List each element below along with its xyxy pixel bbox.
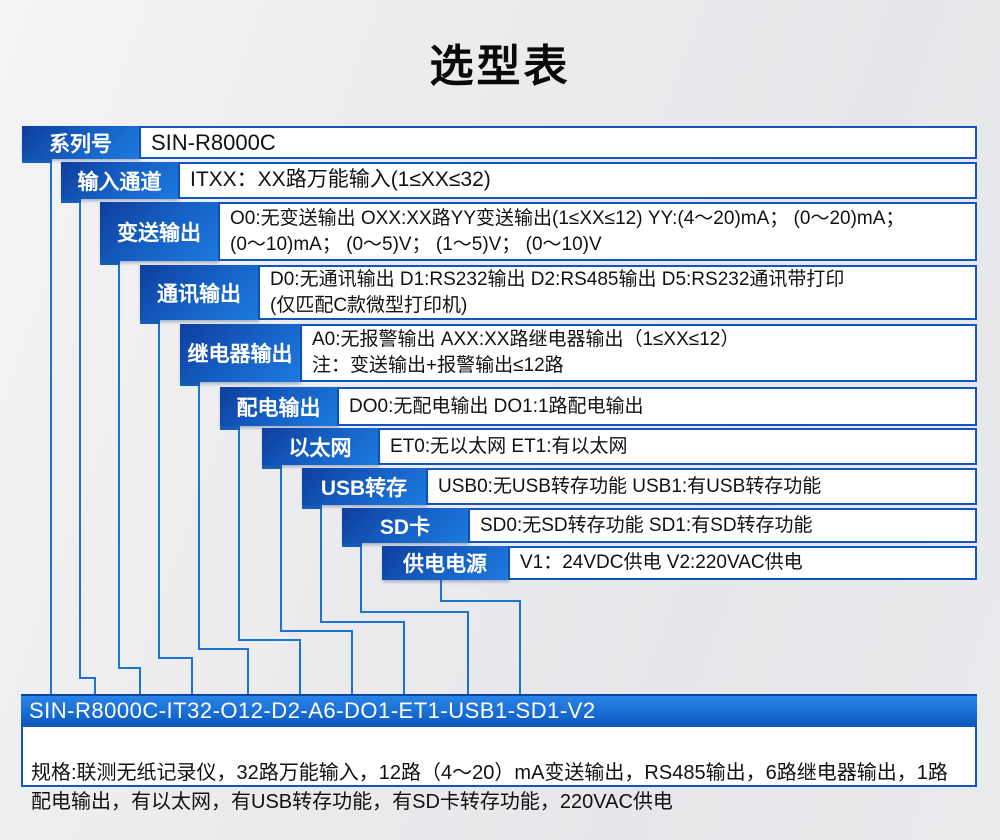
option-label: 变送输出 (100, 202, 218, 261)
option-content: V1：24VDC供电 V2:220VAC供电 (508, 546, 977, 580)
option-content: SIN-R8000C (139, 126, 977, 159)
example-model-bar: SIN-R8000C-IT32-O12-D2-A6-DO1-ET1-USB1-S… (21, 694, 977, 725)
option-label-text: 通讯输出 (157, 282, 241, 306)
option-content-text: D0:无通讯输出 D1:RS232输出 D2:RS485输出 D5:RS232通… (270, 268, 845, 316)
option-label: USB转存 (302, 468, 426, 505)
option-content-text: ITXX：XX路万能输入(1≤XX≤32) (190, 168, 491, 192)
option-label: SD卡 (342, 508, 468, 543)
spec-description-text: 规格:联测无纸记录仪，32路万能输入，12路（4～20）mA变送输出，RS485… (31, 762, 948, 813)
option-content-text: USB0:无USB转存功能 USB1:有USB转存功能 (438, 475, 822, 497)
option-label-text: 系列号 (49, 132, 112, 156)
option-label: 输入通道 (61, 162, 178, 199)
option-label: 供电电源 (382, 546, 508, 580)
option-content: ET0:无以太网 ET1:有以太网 (378, 428, 977, 465)
option-row-comm-output: 通讯输出 D0:无通讯输出 D1:RS232输出 D2:RS485输出 D5:R… (0, 265, 1000, 320)
option-label: 继电器输出 (180, 324, 300, 382)
option-label-text: 以太网 (288, 436, 352, 460)
option-row-relay-output: 继电器输出 A0:无报警输出 AXX:XX路继电器输出（1≤XX≤12） 注：变… (0, 324, 1000, 382)
option-row-series: 系列号 SIN-R8000C (0, 126, 1000, 159)
option-label-text: 继电器输出 (187, 343, 293, 366)
option-row-sd-card: SD卡 SD0:无SD转存功能 SD1:有SD转存功能 (0, 508, 1000, 543)
option-row-transmit-output: 变送输出 O0:无变送输出 OXX:XX路YY变送输出(1≤XX≤12) YY:… (0, 202, 1000, 261)
option-label-text: 输入通道 (77, 170, 162, 194)
option-content: A0:无报警输出 AXX:XX路继电器输出（1≤XX≤12） 注：变送输出+报警… (300, 324, 977, 382)
option-label: 以太网 (262, 428, 378, 465)
spec-description-box: 规格:联测无纸记录仪，32路万能输入，12路（4～20）mA变送输出，RS485… (21, 725, 977, 813)
option-row-usb-transfer: USB转存 USB0:无USB转存功能 USB1:有USB转存功能 (0, 468, 1000, 505)
option-label: 配电输出 (220, 387, 337, 426)
option-content: O0:无变送输出 OXX:XX路YY变送输出(1≤XX≤12) YY:(4～20… (218, 202, 977, 261)
option-label-text: 变送输出 (117, 221, 201, 245)
option-content-text: SIN-R8000C (151, 129, 276, 155)
option-content: ITXX：XX路万能输入(1≤XX≤32) (178, 162, 977, 199)
option-row-ethernet: 以太网 ET0:无以太网 ET1:有以太网 (0, 428, 1000, 465)
option-content: DO0:无配电输出 DO1:1路配电输出 (337, 387, 977, 426)
option-content: USB0:无USB转存功能 USB1:有USB转存功能 (426, 468, 977, 505)
option-content-text: DO0:无配电输出 DO1:1路配电输出 (349, 395, 644, 417)
example-model-text: SIN-R8000C-IT32-O12-D2-A6-DO1-ET1-USB1-S… (29, 697, 596, 723)
option-label: 通讯输出 (140, 265, 258, 320)
option-content-text: V1：24VDC供电 V2:220VAC供电 (520, 552, 803, 574)
option-label-text: SD卡 (379, 515, 431, 539)
option-row-input-channels: 输入通道 ITXX：XX路万能输入(1≤XX≤32) (0, 162, 1000, 199)
option-content: SD0:无SD转存功能 SD1:有SD转存功能 (468, 508, 977, 543)
option-label-text: 配电输出 (236, 396, 321, 420)
option-row-power-dist-output: 配电输出 DO0:无配电输出 DO1:1路配电输出 (0, 387, 1000, 426)
option-content-text: O0:无变送输出 OXX:XX路YY变送输出(1≤XX≤12) YY:(4～20… (230, 207, 905, 255)
option-label-text: 供电电源 (403, 553, 487, 576)
option-label-text: USB转存 (320, 476, 408, 500)
option-row-power-supply: 供电电源 V1：24VDC供电 V2:220VAC供电 (0, 546, 1000, 580)
option-label: 系列号 (22, 126, 139, 159)
option-content-text: SD0:无SD转存功能 SD1:有SD转存功能 (480, 514, 813, 536)
option-content: D0:无通讯输出 D1:RS232输出 D2:RS485输出 D5:RS232通… (258, 265, 977, 320)
option-content-text: A0:无报警输出 AXX:XX路继电器输出（1≤XX≤12） 注：变送输出+报警… (312, 329, 740, 376)
option-content-text: ET0:无以太网 ET1:有以太网 (390, 435, 628, 457)
page-title: 选型表 (429, 42, 571, 91)
